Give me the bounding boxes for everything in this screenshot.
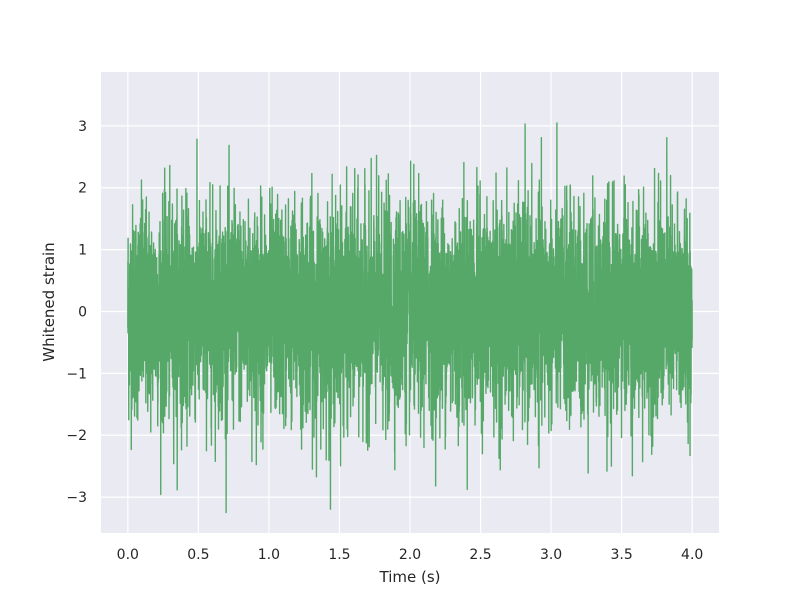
x-tick-label: 0.0 [117, 547, 139, 563]
x-tick-labels: 0.0 0.5 1.0 1.5 2.0 2.5 3.0 3.5 4.0 [117, 547, 704, 563]
y-tick-label: −1 [66, 366, 87, 382]
x-tick-label: 1.5 [328, 547, 350, 563]
x-tick-label: 1.0 [258, 547, 280, 563]
y-tick-label: 2 [78, 181, 87, 197]
y-tick-label: −2 [66, 428, 87, 444]
y-tick-label: −3 [66, 490, 87, 506]
y-tick-label: 0 [78, 304, 87, 320]
x-tick-label: 0.5 [187, 547, 209, 563]
x-tick-label: 3.5 [611, 547, 633, 563]
x-tick-label: 3.0 [540, 547, 562, 563]
series-group [127, 122, 693, 514]
strain-series-line [127, 122, 693, 514]
x-axis-label: Time (s) [379, 568, 441, 586]
y-tick-labels: −3 −2 −1 0 1 2 3 [66, 119, 87, 506]
x-tick-label: 4.0 [681, 547, 703, 563]
y-axis-label: Whitened strain [40, 242, 58, 361]
y-tick-label: 1 [78, 243, 87, 259]
x-tick-label: 2.5 [469, 547, 491, 563]
x-tick-label: 2.0 [399, 547, 421, 563]
y-tick-label: 3 [78, 119, 87, 135]
